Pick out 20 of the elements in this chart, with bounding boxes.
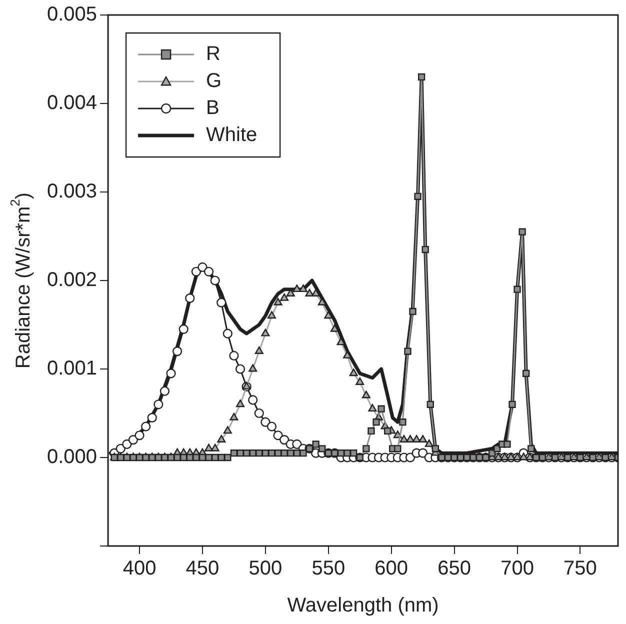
legend-label: G (206, 70, 222, 92)
x-tick-label: 650 (438, 558, 471, 580)
x-tick-label: 400 (122, 558, 156, 580)
y-axis-title: Radiance (W/sr*m2) (8, 192, 35, 369)
y-tick-label: 0.003 (46, 180, 98, 203)
legend-label: R (206, 43, 220, 66)
x-tick-label: 700 (500, 558, 534, 580)
x-tick-label: 500 (248, 558, 282, 580)
x-tick-label: 450 (186, 558, 220, 580)
y-tick-label: 0.001 (46, 358, 98, 380)
x-axis-title: Wavelength (nm) (287, 594, 439, 617)
x-tick-label: 600 (374, 558, 408, 580)
legend-label: B (206, 97, 220, 120)
x-tick-label: 750 (564, 558, 597, 580)
y-tick-label: 0.000 (46, 446, 98, 468)
x-tick-label: 550 (312, 558, 346, 580)
y-tick-label: 0.005 (46, 4, 98, 26)
y-tick-label: 0.002 (46, 269, 98, 292)
legend-label: White (206, 124, 258, 146)
y-tick-label: 0.004 (46, 92, 98, 114)
